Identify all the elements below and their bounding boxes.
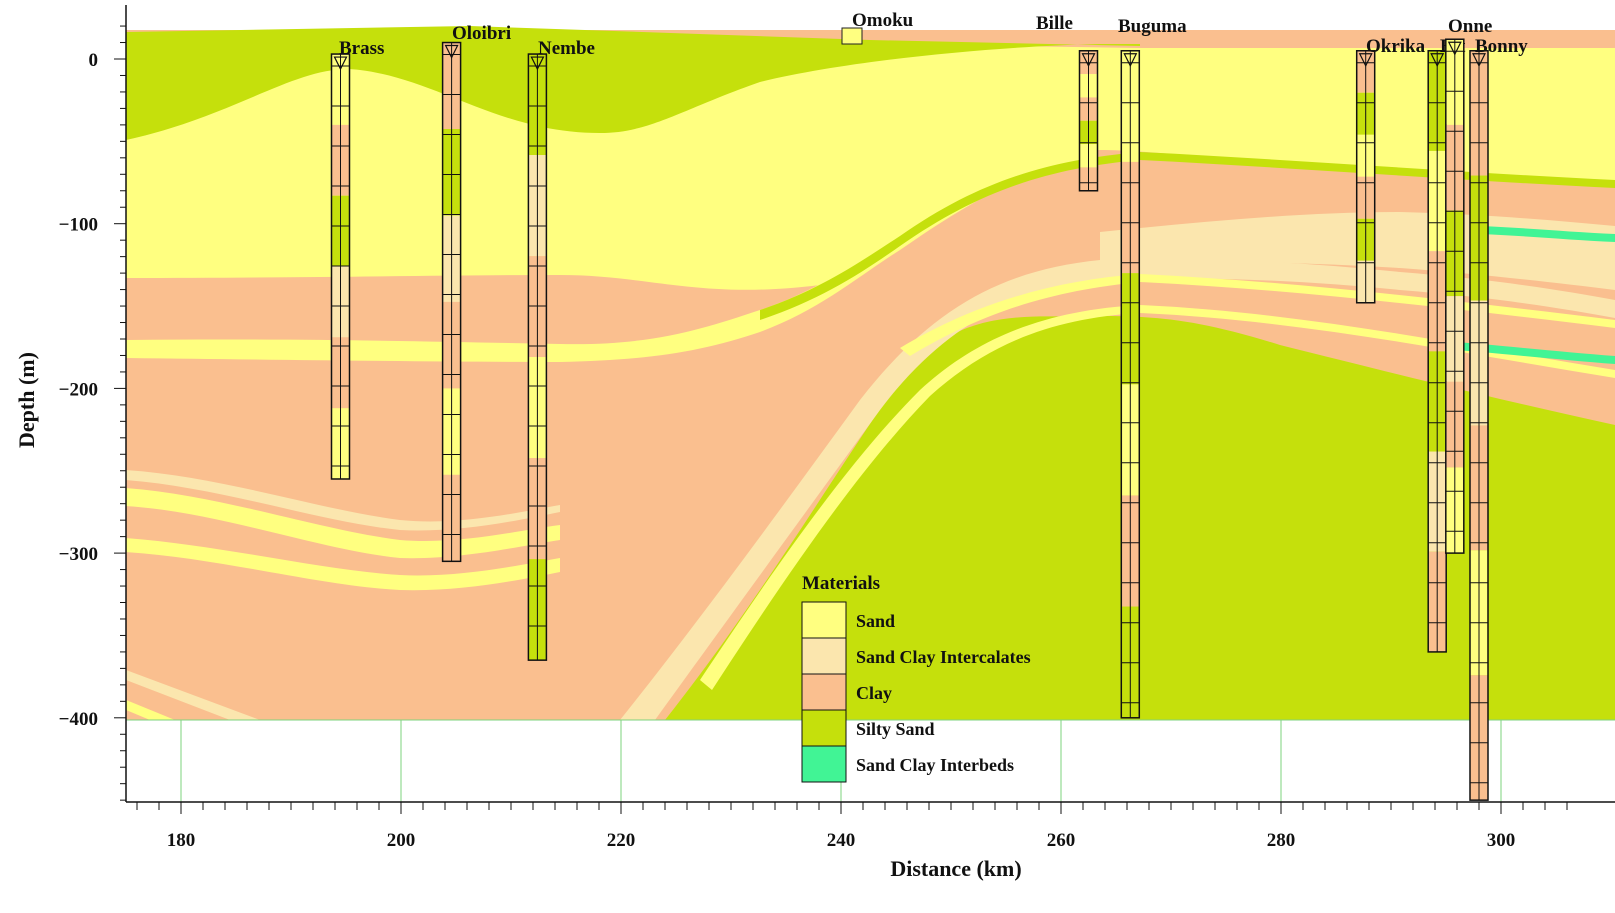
deep-sand-band-lower [126,538,560,591]
x-tick-label: 280 [1267,830,1296,851]
thin-silty-sand-band [760,152,1615,320]
legend-label: Sand Clay Interbeds [856,755,1014,775]
water-level-icon [1447,41,1462,56]
x-tick-label: 200 [387,830,416,851]
legend-items: Sand Sand Clay Intercalates Clay Silty Sand… [801,601,1031,783]
well-label: Oloibri [452,23,511,44]
x-axis-title: Distance (km) [890,856,1021,881]
y-axis-title: Depth (m) [14,352,39,448]
water-level-icon [333,56,348,71]
well-label: Bonny [1475,36,1528,57]
well-okrika: Okrika [1355,36,1426,304]
legend-label: Sand [856,611,895,631]
legend-label: Sand Clay Intercalates [856,647,1031,667]
x-tick-label: 220 [607,830,636,851]
y-tick-labels: 0 −100 −200 −300 −400 [59,50,98,730]
well-nembe: Nembe [527,38,595,661]
x-tick-label: 300 [1487,830,1516,851]
well-label: Buguma [1118,16,1187,37]
water-level-icon [1123,53,1138,68]
well-buguma: Buguma [1118,16,1187,719]
x-tick-label: 260 [1047,830,1076,851]
x-tick-labels: 180 200 220 240 260 280 300 [167,830,1516,851]
well-label: Onne [1448,16,1492,37]
well-brass: Brass [330,38,384,480]
intercalate-band-1 [620,258,1615,720]
legend-item: Sand Clay Intercalates [801,637,1031,675]
y-tick-marks [114,25,126,801]
legend-swatch [801,709,847,747]
well-oloibri: Oloibri [441,23,511,563]
water-level-icon [1358,53,1373,68]
y-tick-label: −300 [59,544,98,565]
well-omoku: Omoku [852,10,914,31]
x-tick-marks [136,802,1568,814]
water-level-icon [530,56,545,71]
legend-item: Sand [801,601,895,639]
legend-label: Silty Sand [856,719,935,739]
deep-intercalate-band-left [126,470,560,531]
y-tick-label: −100 [59,215,98,236]
legend-swatch [801,637,847,675]
well-label: Nembe [538,38,595,59]
water-level-icon [1472,53,1486,68]
well-label: Brass [339,38,384,59]
well-label: Bille [1036,13,1073,34]
y-tick-label: 0 [89,50,99,71]
water-level-icon [1430,53,1445,68]
well-label: Omoku [852,10,914,31]
legend-item: Clay [801,673,892,711]
middle-sand-band [126,150,1080,362]
axes: 180 200 220 240 260 280 300 0−100−200−300−400 … [14,5,1615,881]
x-tick-label: 240 [827,830,856,851]
water-level-icon [444,44,459,59]
well-bonny: Bonny [1469,36,1528,801]
legend-swatch [801,601,847,639]
well-bille: Bille [1036,13,1099,192]
interbed-stripe [1480,226,1615,242]
y-tick-label: −400 [59,709,98,730]
y-tick-label: −200 [59,379,98,400]
omoku-block [841,27,863,45]
legend-swatch [801,745,847,783]
basal-intercalate-wedge [126,670,260,720]
legend-item: Sand Clay Interbeds [801,745,1014,783]
legend: Materials Sand Sand Clay Intercalates Clay… [801,573,1031,783]
well-onne: Onne [1445,16,1492,554]
x-tick-label: 180 [167,830,196,851]
legend-swatch [801,673,847,711]
water-level-icon [1081,53,1096,68]
boreholes: Brass Oloibri Nembe Omoku Bille Buguma Okrika B… [330,10,1528,801]
legend-label: Clay [856,683,892,703]
legend-title: Materials [802,573,880,594]
basal-sand-wedge [126,700,175,720]
legend-item: Silty Sand [801,709,935,747]
surface-silty-sand-cap [126,26,1140,140]
well-label: Okrika [1366,36,1426,57]
